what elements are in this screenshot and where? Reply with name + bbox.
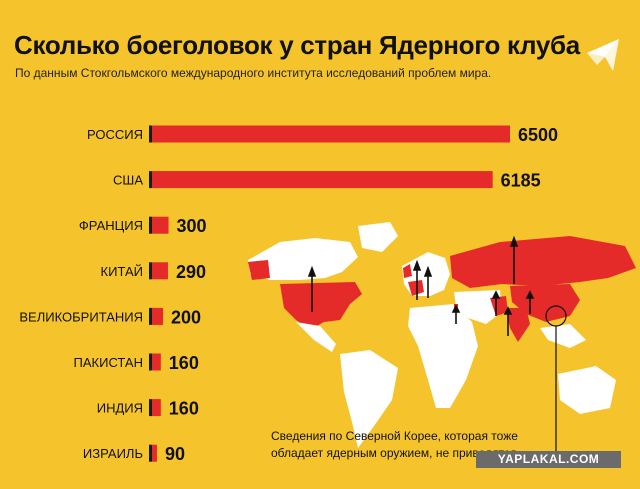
value-label: 160 [169, 399, 199, 419]
watermark: YAPLAKAL.COM [476, 451, 621, 468]
value-label: 290 [176, 262, 206, 282]
category-label: ИЗРАИЛЬ [83, 446, 143, 461]
value-label: 300 [177, 216, 207, 236]
page-title: Сколько боеголовок у стран Ядерного клуб… [14, 30, 580, 60]
footnote-line-2: обладает ядерным оружием, не приводятся [271, 446, 517, 460]
map-south-america [340, 350, 398, 448]
map-middle-east [454, 290, 502, 324]
bar-tick [149, 307, 152, 325]
value-label: 160 [169, 353, 199, 373]
category-label: США [113, 173, 143, 188]
bar [152, 262, 168, 280]
category-label: ИНДИЯ [97, 401, 143, 416]
bar [152, 125, 510, 143]
category-label: РОССИЯ [87, 127, 143, 142]
map-pakistan [490, 296, 508, 316]
map-usa [280, 282, 362, 330]
category-label: ПАКИСТАН [74, 355, 143, 370]
map-canada [248, 238, 358, 280]
value-label: 90 [165, 444, 185, 464]
map-france [408, 280, 424, 296]
bar [152, 171, 493, 189]
bird-logo-icon [587, 39, 619, 71]
map-alaska [248, 260, 270, 280]
map-se-asia [540, 324, 586, 348]
world-map-icon [248, 222, 636, 452]
bar [152, 307, 164, 325]
category-label: КИТАЙ [101, 264, 143, 279]
bar-tick [149, 216, 152, 234]
map-india [506, 308, 530, 342]
footnote-line-1: Сведения по Северной Корее, которая тоже [271, 429, 518, 443]
category-label: ВЕЛИКОБРИТАНИЯ [19, 309, 143, 324]
value-label: 200 [171, 307, 201, 327]
map-russia [450, 236, 636, 288]
map-australia [558, 366, 616, 414]
bar [152, 444, 157, 462]
bar-tick [149, 125, 152, 143]
bar [152, 353, 161, 371]
value-label: 6500 [518, 125, 558, 145]
bar-tick [149, 262, 152, 280]
page-subtitle: По данным Стокгольмского международного … [15, 66, 492, 80]
map-uk [403, 264, 412, 278]
bar-tick [149, 171, 152, 189]
value-label: 6185 [501, 171, 541, 191]
bar [152, 399, 161, 417]
north-korea-footnote: Сведения по Северной Корее, которая тоже… [271, 428, 518, 462]
bar [152, 216, 169, 234]
map-mexico [296, 322, 336, 352]
bar-tick [149, 399, 152, 417]
category-label: ФРАНЦИЯ [79, 218, 143, 233]
missile-icons [307, 235, 535, 336]
map-africa [408, 304, 478, 408]
map-greenland [358, 222, 398, 252]
bar-tick [149, 444, 152, 462]
map-china [510, 284, 580, 322]
bar-tick [149, 353, 152, 371]
